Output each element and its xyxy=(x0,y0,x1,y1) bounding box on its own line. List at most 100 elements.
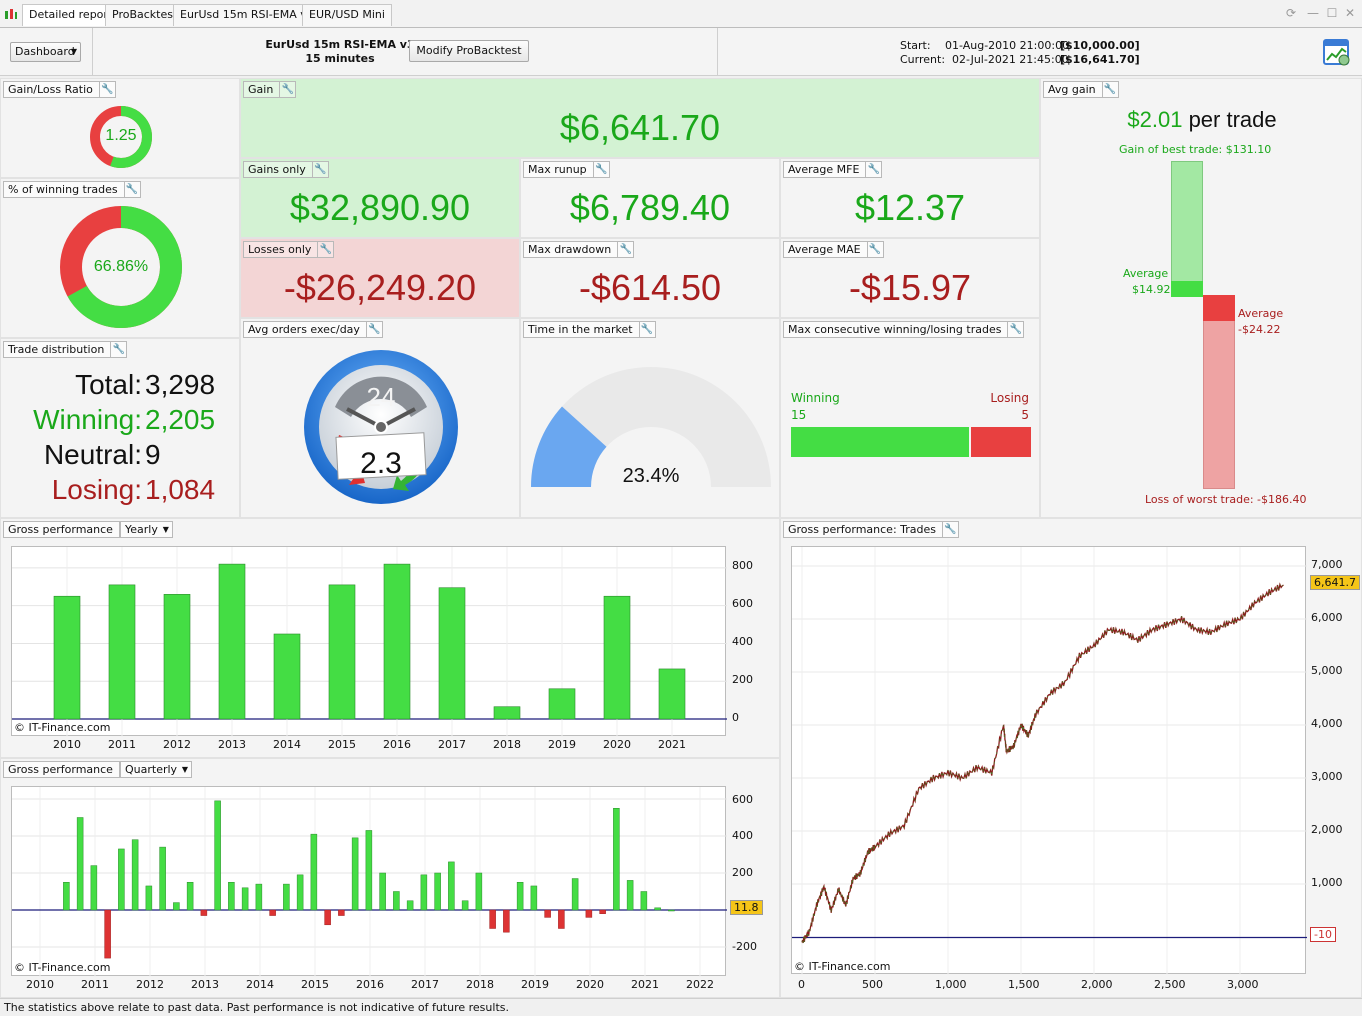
tab-detailed-report[interactable]: Detailed report xyxy=(22,4,120,26)
trade-distribution-panel: Trade distribution 🔧 Total: 3,298 Winning… xyxy=(0,338,240,518)
panel-title: Gross performance🔧 xyxy=(3,521,136,538)
y-tick: 200 xyxy=(732,866,753,879)
x-tick: 2020 xyxy=(603,738,631,751)
x-tick: 2014 xyxy=(273,738,301,751)
losses-only-panel: Losses only 🔧 -$26,249.20 xyxy=(240,238,520,318)
total-label: Total: xyxy=(75,369,142,400)
bar-Q1 2021 xyxy=(640,891,648,911)
bar-Q1 2018 xyxy=(475,872,483,911)
wrench-icon[interactable]: 🔧 xyxy=(1101,82,1118,97)
x-tick: 2020 xyxy=(576,978,604,991)
consecutive-winning-label: Winning xyxy=(791,391,840,405)
wrench-icon[interactable]: 🔧 xyxy=(311,162,328,177)
bar-Q4 2019 xyxy=(571,878,579,911)
maximize-icon[interactable]: ☐ xyxy=(1326,6,1338,20)
yearly-period-dropdown[interactable]: Yearly ▼ xyxy=(120,521,173,538)
panel-title: Trade distribution 🔧 xyxy=(3,341,128,358)
wrench-icon[interactable]: 🔧 xyxy=(638,322,655,337)
bar-Q4 2020 xyxy=(626,880,634,911)
bar-Q1 2015 xyxy=(310,833,318,911)
bar-Q2 2019 xyxy=(544,909,551,918)
modify-probacktest-button[interactable]: Modify ProBacktest xyxy=(409,40,529,62)
panel-title: Max drawdown 🔧 xyxy=(523,241,635,258)
bar-Q4 2012 xyxy=(186,882,194,911)
report-header: Dashboard ▼ EurUsd 15m RSI-EMA v3 15 min… xyxy=(0,28,1362,76)
wrench-icon[interactable]: 🔧 xyxy=(365,322,382,337)
gain-loss-value: 1.25 xyxy=(105,127,137,144)
bar-Q1 2020 xyxy=(585,909,593,918)
report-settings-icon[interactable] xyxy=(1322,38,1352,68)
quarterly-bar-chart xyxy=(12,787,727,977)
bar-Q3 2012 xyxy=(173,902,180,911)
wrench-icon[interactable]: 🔧 xyxy=(942,522,958,537)
max-runup-panel: Max runup 🔧 $6,789.40 xyxy=(520,158,780,238)
minimize-icon[interactable]: — xyxy=(1307,6,1319,20)
wrench-icon[interactable]: 🔧 xyxy=(617,242,633,257)
bar-2011 xyxy=(108,584,136,720)
panel-title: Avg gain 🔧 xyxy=(1043,81,1119,98)
x-tick: 2022 xyxy=(686,978,714,991)
x-tick: 2018 xyxy=(493,738,521,751)
quarterly-period-dropdown[interactable]: Quarterly ▼ xyxy=(120,761,193,778)
best-trade-label: Gain of best trade: $131.10 xyxy=(1119,143,1272,156)
bar-2019 xyxy=(548,688,576,720)
max-drawdown-panel: Max drawdown 🔧 -$614.50 xyxy=(520,238,780,318)
bar-Q3 2015 xyxy=(338,909,345,916)
y-tick: 200 xyxy=(732,673,753,686)
average-win-bar xyxy=(1171,281,1203,297)
yearly-bar-chart xyxy=(12,547,727,737)
tab-instrument[interactable]: EUR/USD Mini xyxy=(302,4,392,26)
gain-loss-donut xyxy=(90,106,152,168)
bar-2016 xyxy=(383,563,411,720)
wrench-icon[interactable]: 🔧 xyxy=(98,82,115,97)
bar-Q4 2018 xyxy=(516,882,524,911)
x-tick: 1,500 xyxy=(1008,978,1040,991)
bar-Q4 2013 xyxy=(241,887,249,911)
wrench-icon[interactable]: 🔧 xyxy=(1007,322,1023,337)
panel-title: Gain/Loss Ratio 🔧 xyxy=(3,81,116,98)
x-tick: 2015 xyxy=(301,978,329,991)
close-icon[interactable]: ✕ xyxy=(1344,6,1356,20)
gains-only-value: $32,890.90 xyxy=(289,187,471,228)
bar-2020 xyxy=(603,595,631,720)
x-tick: 2017 xyxy=(411,978,439,991)
wrench-icon[interactable]: 🔧 xyxy=(866,242,883,257)
start-capital: [$10,000.00] xyxy=(1060,39,1140,52)
bar-2017 xyxy=(438,587,466,720)
bar-Q1 2012 xyxy=(145,885,153,911)
y-tick: 4,000 xyxy=(1311,717,1343,730)
bar-Q3 2020 xyxy=(613,808,620,911)
losing-label: Losing: xyxy=(51,474,142,505)
wrench-icon[interactable]: 🔧 xyxy=(110,342,126,357)
neutral-value: 9 xyxy=(145,439,161,470)
equity-curve-up xyxy=(801,583,1284,944)
share-icon[interactable]: ⟳ xyxy=(1285,6,1297,20)
bar-Q4 2011 xyxy=(131,839,139,911)
wrench-icon[interactable]: 🔧 xyxy=(865,162,881,177)
bar-Q3 2021 xyxy=(668,909,675,912)
system-name: EurUsd 15m RSI-EMA v3 xyxy=(265,38,415,51)
gain-loss-ratio-panel: Gain/Loss Ratio 🔧 1.25 xyxy=(0,78,240,178)
wrench-icon[interactable]: 🔧 xyxy=(123,182,140,197)
x-tick: 500 xyxy=(862,978,883,991)
wrench-icon[interactable]: 🔧 xyxy=(279,82,295,97)
bar-Q4 2010 xyxy=(76,817,84,911)
bar-Q2 2020 xyxy=(599,909,606,914)
gain-panel: Gain 🔧 $6,641.70 xyxy=(240,78,1040,158)
zero-value-badge: -10 xyxy=(1310,927,1336,942)
bar-Q1 2011 xyxy=(90,865,98,911)
x-tick: 2016 xyxy=(356,978,384,991)
wrench-icon[interactable]: 🔧 xyxy=(317,242,333,257)
tab-probacktest[interactable]: ProBacktest xyxy=(105,4,185,26)
tab-system[interactable]: EurUsd 15m RSI-EMA v3 xyxy=(173,4,321,26)
average-loss-value: -$24.22 xyxy=(1238,323,1281,336)
dashboard-dropdown[interactable]: Dashboard ▼ xyxy=(10,42,81,62)
wrench-icon[interactable]: 🔧 xyxy=(592,162,609,177)
bar-2013 xyxy=(218,563,246,720)
y-tick: 7,000 xyxy=(1311,558,1343,571)
bar-Q3 2011 xyxy=(118,848,125,911)
clock-label: 24 xyxy=(366,382,396,412)
max-drawdown-value: -$614.50 xyxy=(578,267,722,308)
panel-title: Gross performance: Trades 🔧 xyxy=(783,521,959,538)
max-runup-value: $6,789.40 xyxy=(569,187,731,228)
